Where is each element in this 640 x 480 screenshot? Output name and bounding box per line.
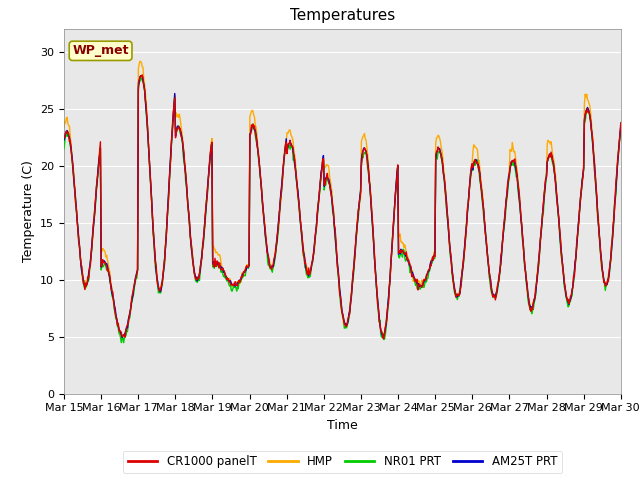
HMP — [70, 178, 78, 183]
HMP — [380, 335, 387, 340]
CR1000 panelT — [380, 336, 388, 342]
AM25T PRT — [186, 220, 193, 226]
HMP — [60, 125, 68, 131]
AM25T PRT — [118, 335, 126, 340]
Line: AM25T PRT: AM25T PRT — [64, 76, 621, 337]
CR1000 panelT — [214, 260, 222, 266]
AM25T PRT — [215, 260, 223, 266]
HMP — [428, 258, 436, 264]
NR01 PRT — [412, 282, 419, 288]
Text: WP_met: WP_met — [72, 44, 129, 57]
AM25T PRT — [60, 137, 68, 143]
CR1000 panelT — [60, 134, 68, 140]
Line: HMP: HMP — [64, 61, 621, 337]
NR01 PRT — [428, 261, 436, 266]
AM25T PRT — [428, 258, 436, 264]
AM25T PRT — [70, 180, 78, 185]
HMP — [127, 302, 135, 308]
NR01 PRT — [128, 298, 136, 304]
NR01 PRT — [138, 75, 145, 81]
NR01 PRT — [70, 180, 78, 186]
NR01 PRT — [186, 223, 193, 229]
HMP — [136, 58, 144, 64]
CR1000 panelT — [617, 120, 625, 126]
X-axis label: Time: Time — [327, 419, 358, 432]
Title: Temperatures: Temperatures — [290, 9, 395, 24]
CR1000 panelT — [428, 257, 436, 263]
NR01 PRT — [120, 340, 127, 346]
AM25T PRT — [138, 73, 145, 79]
NR01 PRT — [617, 128, 625, 133]
Y-axis label: Temperature (C): Temperature (C) — [22, 160, 35, 262]
Legend: CR1000 panelT, HMP, NR01 PRT, AM25T PRT: CR1000 panelT, HMP, NR01 PRT, AM25T PRT — [123, 451, 562, 473]
CR1000 panelT — [70, 178, 78, 184]
NR01 PRT — [215, 265, 223, 271]
Line: CR1000 panelT: CR1000 panelT — [64, 75, 621, 339]
NR01 PRT — [60, 146, 68, 152]
HMP — [617, 125, 625, 131]
AM25T PRT — [617, 123, 625, 129]
HMP — [412, 276, 419, 282]
HMP — [185, 209, 193, 215]
AM25T PRT — [412, 278, 419, 284]
CR1000 panelT — [412, 279, 419, 285]
Line: NR01 PRT: NR01 PRT — [64, 78, 621, 343]
HMP — [214, 252, 222, 258]
CR1000 panelT — [185, 211, 193, 216]
CR1000 panelT — [127, 298, 135, 304]
AM25T PRT — [128, 295, 136, 301]
CR1000 panelT — [138, 72, 146, 78]
